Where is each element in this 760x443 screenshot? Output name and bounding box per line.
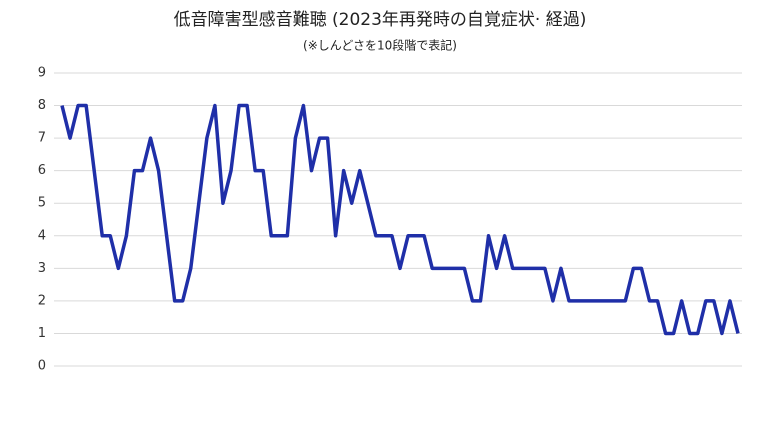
chart-title: 低音障害型感音難聴 (2023年再発時の自覚症状· 経過) — [174, 10, 587, 30]
chart-subtitle: (※しんどさを10段階で表記) — [303, 38, 457, 53]
y-tick-label: 8 — [38, 98, 46, 113]
y-tick-label: 5 — [38, 196, 46, 211]
y-tick-label: 6 — [38, 163, 46, 178]
y-tick-label: 3 — [38, 261, 46, 276]
y-tick-label: 9 — [38, 66, 46, 81]
y-tick-label: 1 — [38, 326, 46, 341]
y-tick-label: 0 — [38, 359, 46, 374]
y-tick-label: 2 — [38, 293, 46, 308]
y-tick-label: 4 — [38, 228, 46, 243]
data-line — [60, 103, 740, 336]
y-tick-label: 7 — [38, 131, 46, 146]
